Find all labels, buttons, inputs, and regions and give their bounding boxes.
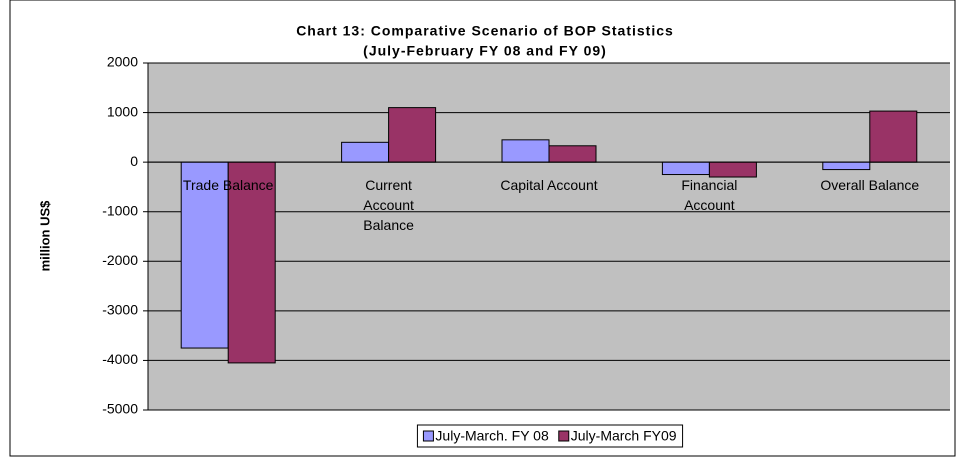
bar [822, 161, 871, 171]
y-tick-label: 1000 [107, 103, 138, 119]
legend-swatch [422, 430, 434, 442]
chart-subtitle: (July-February FY 08 and FY 09) [363, 43, 607, 59]
bar [341, 141, 390, 163]
y-tick-label: -1000 [102, 202, 138, 218]
bar [548, 145, 597, 163]
legend-label: July-March. FY 08 [435, 428, 549, 444]
y-axis-label: million US$ [37, 200, 52, 272]
y-tick-label: -3000 [102, 302, 138, 318]
y-tick-label: 2000 [107, 54, 138, 70]
y-tick-label: -2000 [102, 252, 138, 268]
x-tick-label: Financial Account [681, 177, 737, 213]
bar [501, 139, 550, 163]
legend-label: July-March FY09 [571, 428, 677, 444]
plot-area [148, 63, 950, 410]
x-tick-label: Current Account Balance [363, 177, 414, 233]
legend: July-March. FY 08 July-March FY09 [416, 424, 684, 448]
y-tick-label: 0 [130, 153, 138, 169]
bar [708, 161, 757, 178]
legend-box [416, 424, 684, 448]
x-tick-label: Capital Account [500, 177, 597, 193]
bar [180, 161, 229, 349]
y-tick-label: -5000 [102, 401, 138, 417]
x-tick-label: Overall Balance [820, 177, 919, 193]
y-tick-label: -4000 [102, 351, 138, 367]
legend-swatch [558, 430, 570, 442]
bar [388, 107, 437, 163]
x-tick-label: Trade Balance [183, 177, 274, 193]
bar [661, 161, 710, 176]
chart-title: Chart 13: Comparative Scenario of BOP St… [296, 23, 674, 39]
bar [869, 110, 918, 163]
bar [227, 161, 276, 364]
